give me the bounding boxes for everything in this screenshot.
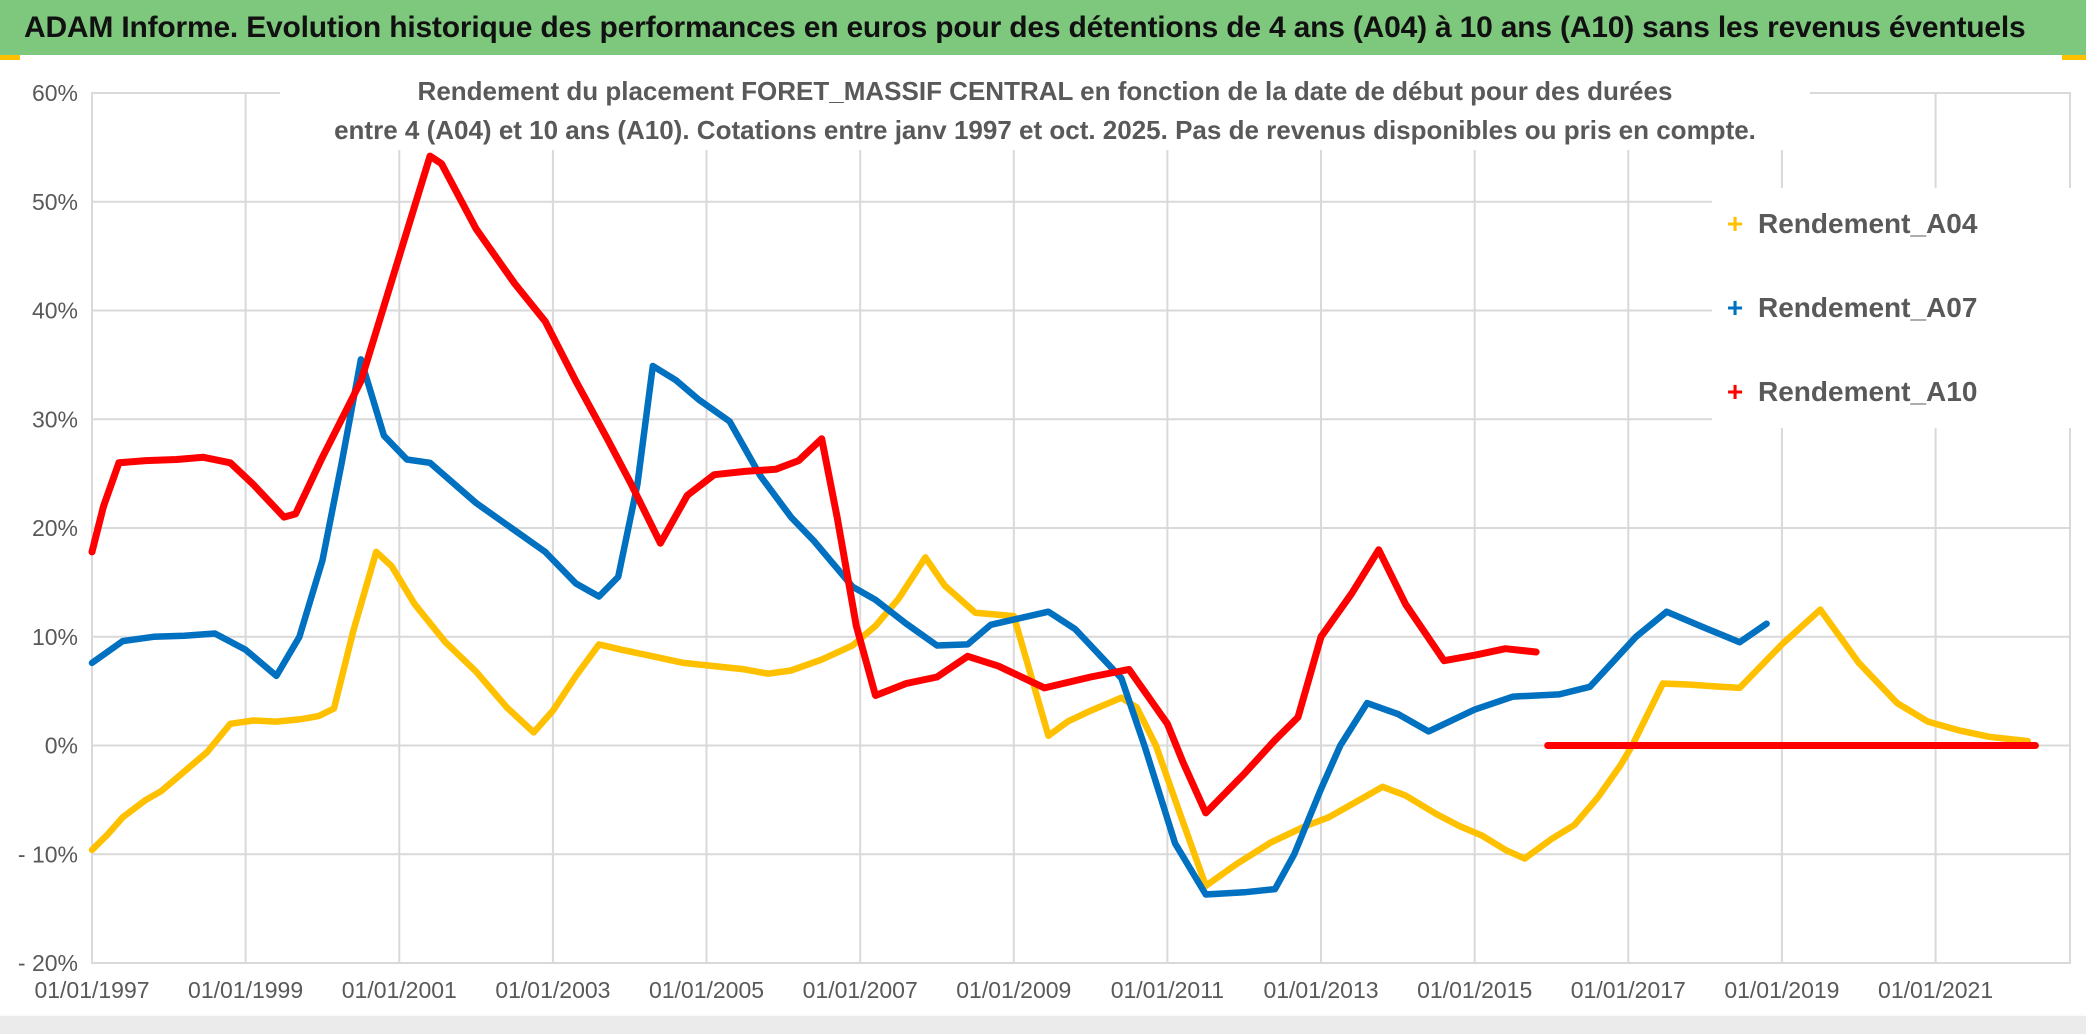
svg-text:01/01/2005: 01/01/2005 (649, 977, 764, 1003)
svg-text:01/01/2009: 01/01/2009 (956, 977, 1071, 1003)
svg-text:50%: 50% (32, 189, 78, 215)
svg-text:01/01/2011: 01/01/2011 (1111, 977, 1224, 1003)
legend-label-a04: Rendement_A04 (1758, 208, 1978, 239)
chart-canvas: 60% 50% 40% 30% 20% 10% 0% - 10% - 20%01/01/1997… (18, 80, 2071, 1003)
chart-title-line1: Rendement du placement FORET_MASSIF CENT… (417, 76, 1673, 106)
banner-title-bar: ADAM Informe. Evolution historique des p… (0, 0, 2086, 55)
legend-item-a10: + Rendement_A10 (1712, 370, 2074, 414)
svg-text:0%: 0% (45, 733, 78, 759)
svg-text:- 10%: - 10% (18, 841, 78, 867)
svg-text:01/01/2003: 01/01/2003 (495, 977, 610, 1003)
legend-label-a10: Rendement_A10 (1758, 376, 1978, 407)
svg-text:01/01/2021: 01/01/2021 (1878, 977, 1993, 1003)
legend-label-a07: Rendement_A07 (1758, 292, 1978, 323)
svg-text:01/01/2017: 01/01/2017 (1571, 977, 1686, 1003)
legend-item-a07: + Rendement_A07 (1712, 286, 2074, 330)
bottom-edge-strip (0, 1014, 2086, 1034)
svg-text:01/01/2007: 01/01/2007 (803, 977, 918, 1003)
chart-title: Rendement du placement FORET_MASSIF CENT… (280, 72, 1810, 150)
chart-legend: + Rendement_A04 + Rendement_A07 + Rendem… (1712, 188, 2074, 428)
legend-item-a04: + Rendement_A04 (1712, 202, 2074, 246)
series-marker-a07-icon: + (1726, 292, 1744, 323)
banner-title-text: ADAM Informe. Evolution historique des p… (24, 10, 2026, 44)
svg-text:30%: 30% (32, 406, 78, 432)
svg-text:01/01/1997: 01/01/1997 (34, 977, 149, 1003)
series-marker-a04-icon: + (1726, 208, 1744, 239)
svg-text:40%: 40% (32, 298, 78, 324)
svg-text:01/01/2001: 01/01/2001 (342, 977, 457, 1003)
svg-text:01/01/2019: 01/01/2019 (1724, 977, 1839, 1003)
chart-title-line2: entre 4 (A04) et 10 ans (A10). Cotations… (334, 115, 1756, 145)
svg-text:01/01/2015: 01/01/2015 (1417, 977, 1532, 1003)
chart-area: 60% 50% 40% 30% 20% 10% 0% - 10% - 20% 01/01/1997… (0, 60, 2086, 1014)
svg-text:60%: 60% (32, 80, 78, 106)
svg-text:01/01/2013: 01/01/2013 (1263, 977, 1378, 1003)
svg-text:01/01/1999: 01/01/1999 (188, 977, 303, 1003)
svg-text:- 20%: - 20% (18, 950, 78, 976)
series-marker-a10-icon: + (1726, 376, 1744, 407)
svg-text:10%: 10% (32, 624, 78, 650)
svg-text:20%: 20% (32, 515, 78, 541)
